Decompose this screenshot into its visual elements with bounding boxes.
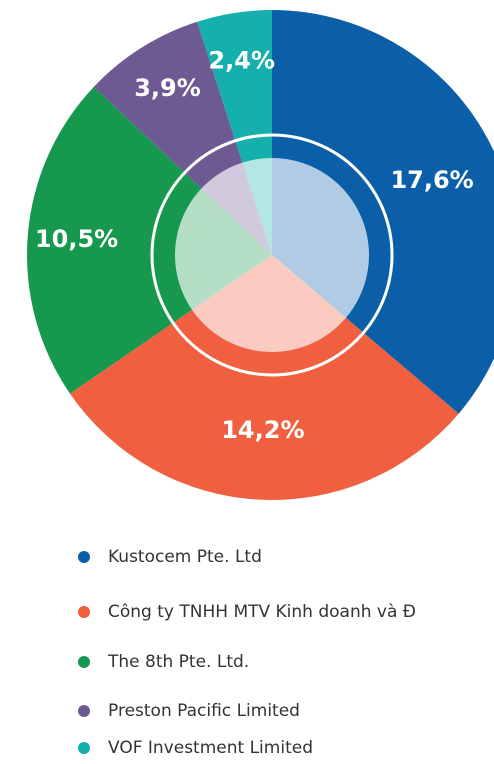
legend-label: VOF Investment Limited xyxy=(108,738,313,758)
legend-label: Kustocem Pte. Ltd xyxy=(108,547,262,567)
value-label: 10,5% xyxy=(35,225,118,253)
pie-slice xyxy=(69,255,459,501)
value-label: 2,4% xyxy=(208,46,275,74)
legend-dot xyxy=(78,656,90,668)
pie: 17,6% 14,2% 10,5% 3,9%2,4% xyxy=(27,10,494,501)
legend-label: Công ty TNHH MTV Kinh doanh và Đ xyxy=(108,602,416,622)
legend-dot xyxy=(78,551,90,563)
legend-dot xyxy=(78,606,90,618)
legend: Kustocem Pte. Ltd Công ty TNHH MTV Kinh d… xyxy=(78,547,416,758)
pie-slice xyxy=(27,86,272,394)
value-label: 17,6% xyxy=(390,166,473,194)
legend-label: The 8th Pte. Ltd. xyxy=(107,652,249,672)
value-label: 14,2% xyxy=(221,416,304,444)
legend-label: Preston Pacific Limited xyxy=(108,701,300,721)
inner-highlight xyxy=(175,158,369,352)
legend-dot xyxy=(78,705,90,717)
value-label: 3,9% xyxy=(134,74,201,102)
legend-dot xyxy=(78,742,90,754)
inner-ring xyxy=(150,133,394,377)
